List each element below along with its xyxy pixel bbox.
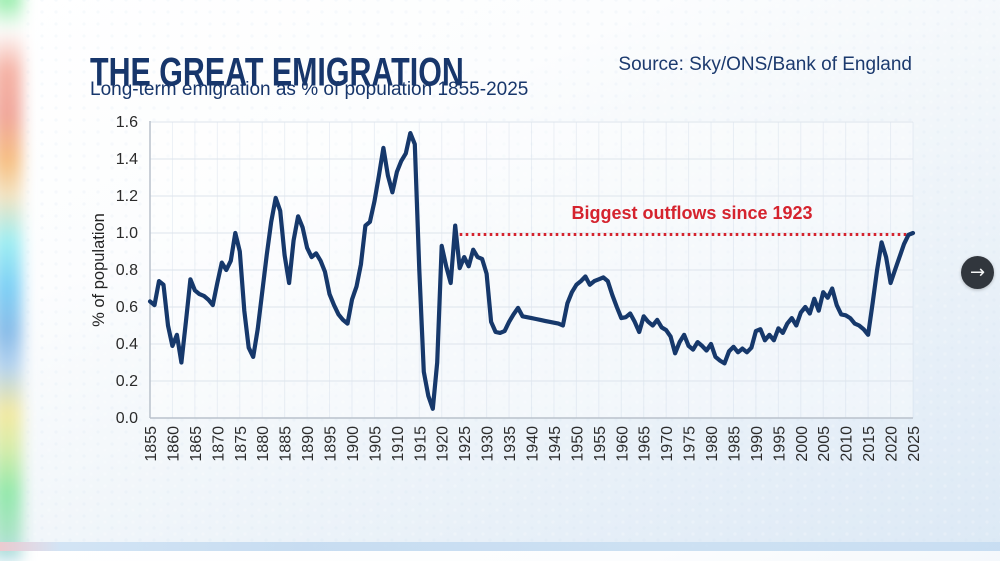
x-tick-label: 1865 xyxy=(188,426,205,462)
x-tick-label: 1940 xyxy=(525,426,542,462)
source-label: Source: Sky/ONS/Bank of England xyxy=(618,54,912,75)
x-tick-label: 1885 xyxy=(278,426,295,462)
y-tick-label: 0.4 xyxy=(116,336,138,353)
page-title: THE GREAT EMIGRATION xyxy=(90,51,464,96)
x-tick-label: 1895 xyxy=(323,426,340,462)
x-tick-label: 2000 xyxy=(794,426,811,462)
x-tick-label: 1970 xyxy=(659,426,676,462)
x-tick-label: 1890 xyxy=(300,426,317,462)
page-subtitle: Long-term emigration as % of population … xyxy=(90,79,529,100)
next-button[interactable]: → xyxy=(961,256,994,289)
y-tick-label: 0.6 xyxy=(116,299,138,316)
data-line xyxy=(147,131,916,411)
x-tick-label: 1930 xyxy=(480,426,497,462)
x-tick-label: 1855 xyxy=(143,426,160,462)
y-axis-title: % of population xyxy=(90,213,108,327)
x-tick-label: 1950 xyxy=(569,426,586,462)
x-tick-label: 1955 xyxy=(592,426,609,462)
y-tick-label: 0.8 xyxy=(116,262,138,279)
x-tick-label: 1945 xyxy=(547,426,564,462)
rainbow-edge-decoration xyxy=(0,0,22,561)
x-tick-label: 1985 xyxy=(726,426,743,462)
x-tick-label: 2025 xyxy=(906,426,923,462)
x-tick-label: 1870 xyxy=(210,426,227,462)
x-tick-label: 1875 xyxy=(233,426,250,462)
x-tick-label: 1905 xyxy=(367,426,384,462)
right-arrow-icon: → xyxy=(969,261,986,283)
y-tick-label: 0.2 xyxy=(116,373,138,390)
x-tick-label: 1910 xyxy=(390,426,407,462)
chart-annotation-label: Biggest outflows since 1923 xyxy=(571,203,813,223)
x-tick-label: 1900 xyxy=(345,426,362,462)
y-tick-label: 1.2 xyxy=(116,188,138,205)
x-tick-label: 1925 xyxy=(457,426,474,462)
y-tick-label: 1.4 xyxy=(116,151,138,168)
y-tick-label: 0.0 xyxy=(116,410,138,427)
x-tick-label: 2005 xyxy=(816,426,833,462)
bottom-blue-bar xyxy=(0,542,1000,551)
x-tick-label: 1965 xyxy=(637,426,654,462)
y-tick-label: 1.0 xyxy=(116,225,138,242)
x-tick-label: 1975 xyxy=(682,426,699,462)
x-tick-label: 2010 xyxy=(839,426,856,462)
x-tick-label: 2015 xyxy=(861,426,878,462)
x-tick-label: 1915 xyxy=(412,426,429,462)
x-tick-label: 1995 xyxy=(771,426,788,462)
x-tick-label: 1860 xyxy=(165,426,182,462)
y-tick-label: 1.6 xyxy=(116,114,138,131)
x-tick-label: 1980 xyxy=(704,426,721,462)
x-tick-label: 2020 xyxy=(884,426,901,462)
x-tick-label: 1880 xyxy=(255,426,272,462)
x-tick-label: 1960 xyxy=(614,426,631,462)
x-tick-label: 1990 xyxy=(749,426,766,462)
x-tick-label: 1935 xyxy=(502,426,519,462)
x-tick-label: 1920 xyxy=(435,426,452,462)
